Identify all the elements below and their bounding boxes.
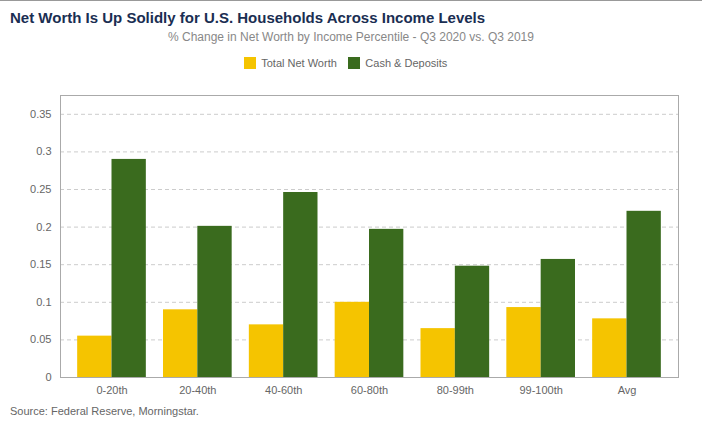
svg-text:0.2: 0.2 [36, 220, 51, 232]
svg-text:0.1: 0.1 [36, 295, 51, 307]
svg-text:80-99th: 80-99th [437, 384, 474, 396]
html-text:Net Worth Is Up Solidly for U.: Net Worth Is Up Solidly for U.S. Househo… [10, 9, 486, 26]
svg-text:0: 0 [45, 371, 51, 383]
svg-text:20-40th: 20-40th [179, 384, 216, 396]
svg-text:Avg: Avg [618, 384, 637, 396]
svg-text:0-20th: 0-20th [96, 384, 127, 396]
html-text:Source: Federal Reserve, Morni: Source: Federal Reserve, Morningstar. [10, 404, 199, 417]
html-text:% Change in Net Worth by Incom: % Change in Net Worth by Income Percenti… [168, 30, 534, 44]
svg-text:0.25: 0.25 [30, 183, 51, 195]
svg-text:0.05: 0.05 [30, 333, 51, 345]
svg-text:60-80th: 60-80th [351, 384, 388, 396]
svg-text:0.15: 0.15 [30, 258, 51, 270]
svg-text:40-60th: 40-60th [265, 384, 302, 396]
html-text:Cash & Deposits: Cash & Deposits [365, 56, 448, 69]
svg-text:99-100th: 99-100th [519, 384, 562, 396]
svg-text:0.3: 0.3 [36, 145, 51, 157]
svg-text:0.35: 0.35 [30, 107, 51, 119]
html-text:Total Net Worth: Total Net Worth [261, 56, 337, 69]
